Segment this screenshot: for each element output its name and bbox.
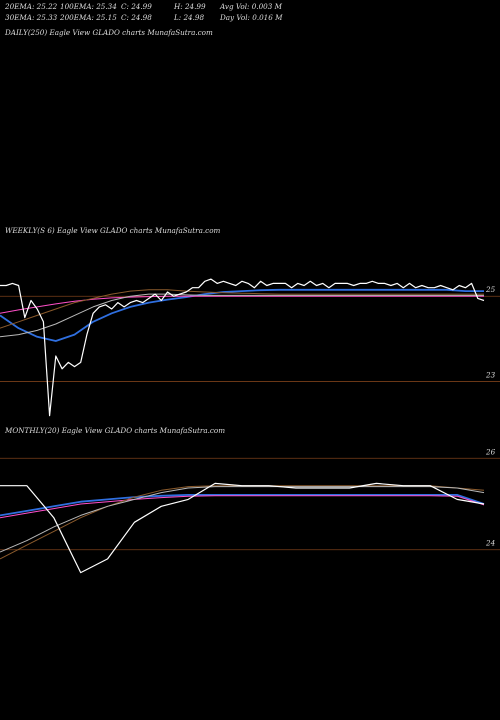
ema-line-1-2 <box>0 295 484 314</box>
high-label: H: 24.99 <box>174 2 206 11</box>
ema-line-2-2 <box>0 495 485 519</box>
ema-line-1-1 <box>0 288 484 342</box>
daily-panel-title: DAILY(250) Eagle View GLADO charts Munaf… <box>5 28 213 37</box>
y-tick-label-1-0: 25 <box>485 285 496 294</box>
ema-line-1-4 <box>0 293 484 338</box>
weekly-panel-title: WEEKLY(S 6) Eagle View GLADO charts Muna… <box>5 226 221 235</box>
monthly-panel-title: MONTHLY(20) Eagle View GLADO charts Muna… <box>5 426 226 435</box>
price-line-1-0 <box>0 278 485 417</box>
ema20-label: 20EMA: 25.22 <box>5 2 58 11</box>
ema-line-1-3 <box>0 289 484 329</box>
ema-line-2-1 <box>0 493 485 517</box>
ema200-label: 200EMA: 25.15 <box>60 13 117 22</box>
low-label: L: 24.98 <box>174 13 205 22</box>
y-tick-label-2-1: 24 <box>485 539 496 548</box>
close-label: C: 24.99 <box>121 2 152 11</box>
ema30-label: 30EMA: 25.33 <box>5 13 58 22</box>
ema-line-2-3 <box>0 485 485 560</box>
day-vol-label: Day Vol: 0.016 M <box>220 13 283 22</box>
y-tick-label-1-1: 23 <box>485 371 496 380</box>
ema-line-2-4 <box>0 486 485 553</box>
close-label-2: C: 24.98 <box>121 13 152 22</box>
ema100-label: 100EMA: 25.34 <box>60 2 117 11</box>
avg-vol-label: Avg Vol: 0.003 M <box>220 2 282 11</box>
price-line-2-0 <box>0 482 485 574</box>
y-tick-label-2-0: 26 <box>485 447 496 456</box>
